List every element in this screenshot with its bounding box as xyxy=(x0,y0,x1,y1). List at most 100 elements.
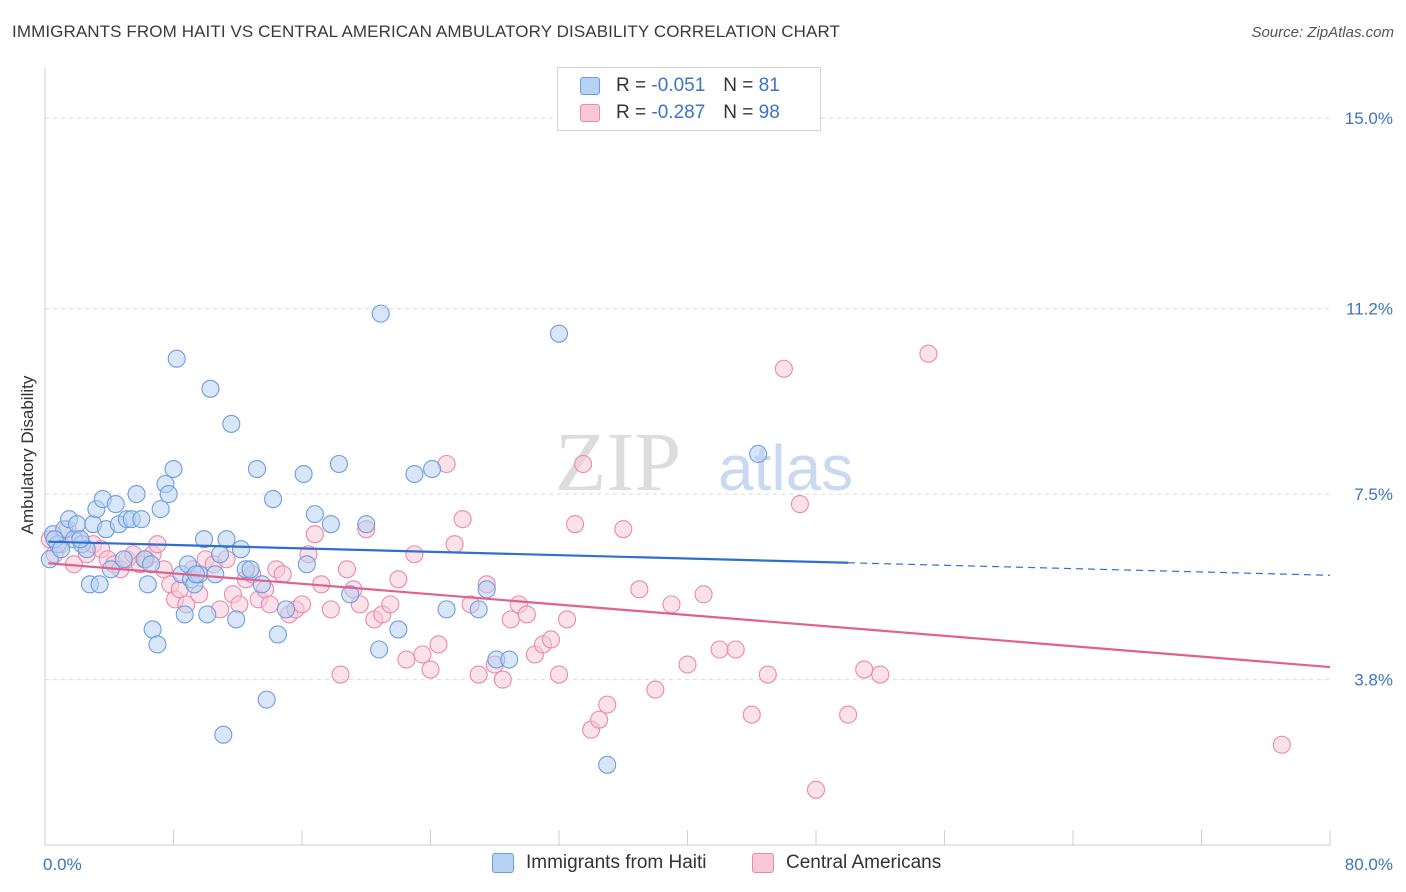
central-american-point xyxy=(331,665,350,684)
haiti-point xyxy=(132,510,151,529)
haiti-point xyxy=(389,620,408,639)
central-american-point xyxy=(429,635,448,654)
central-american-point xyxy=(758,665,777,684)
haiti-point xyxy=(214,725,233,744)
central-american-point xyxy=(590,710,609,729)
haiti-point xyxy=(341,585,360,604)
stats-row-haiti: R = -0.051 N = 81 xyxy=(580,74,780,98)
watermark-atlas: atlas xyxy=(718,432,853,504)
haiti-point xyxy=(148,635,167,654)
watermark-zip: ZIP xyxy=(555,416,681,509)
y-tick-label: 7.5% xyxy=(1354,485,1393,504)
watermark: ZIP atlas xyxy=(555,416,853,509)
haiti-point xyxy=(164,459,183,479)
legend-item-central[interactable]: Central Americans xyxy=(752,852,941,874)
axes xyxy=(44,68,1331,846)
central-american-point xyxy=(806,780,826,799)
n-value: 98 xyxy=(758,102,780,123)
haiti-point xyxy=(500,650,519,669)
haiti-point xyxy=(329,454,348,474)
haiti-point xyxy=(159,485,178,504)
central-american-point xyxy=(230,595,249,614)
haiti-point xyxy=(141,555,161,574)
central-american-point xyxy=(549,665,569,684)
haiti-point xyxy=(222,414,241,433)
central-american-point xyxy=(598,695,617,714)
haiti-point xyxy=(151,500,170,519)
central-american-point xyxy=(292,595,312,614)
central-american-point xyxy=(574,454,593,474)
central-american-point xyxy=(421,660,440,679)
central-american-point xyxy=(321,600,340,619)
central-american-point xyxy=(469,665,488,684)
haiti-point xyxy=(175,605,194,624)
legend-swatch-haiti xyxy=(580,77,600,95)
x-tick-label: 0.0% xyxy=(43,855,82,874)
haiti-point xyxy=(549,324,569,343)
legend-item-haiti[interactable]: Immigrants from Haiti xyxy=(492,852,707,874)
haiti-point xyxy=(71,530,90,549)
y-tick-label: 11.2% xyxy=(1346,300,1393,319)
legend-swatch-haiti xyxy=(492,853,514,873)
central-american-point xyxy=(493,670,512,689)
r-label: R = xyxy=(616,102,647,123)
legend-swatch-central xyxy=(580,104,600,122)
central-american-point xyxy=(678,655,697,674)
y-tick-label: 3.8% xyxy=(1354,671,1393,690)
legend-swatch-central xyxy=(752,853,774,873)
haiti-point xyxy=(437,600,456,619)
central-american-point xyxy=(919,344,938,363)
chart-title: IMMIGRANTS FROM HAITI VS CENTRAL AMERICA… xyxy=(12,22,841,41)
haiti-point xyxy=(231,540,251,559)
r-value: -0.051 xyxy=(651,75,706,96)
central-american-point xyxy=(726,640,745,659)
legend-label-central: Central Americans xyxy=(786,852,942,873)
haiti-point xyxy=(598,755,617,774)
central-american-trend-line xyxy=(48,562,1331,669)
haiti-point xyxy=(371,304,390,323)
central-american-point xyxy=(337,560,357,579)
haiti-point xyxy=(106,495,125,514)
central-american-point xyxy=(413,645,432,664)
haiti-point xyxy=(477,580,496,599)
central-american-point xyxy=(1272,735,1291,754)
haiti-point xyxy=(247,459,267,479)
central-american-point xyxy=(260,595,279,614)
central-american-point xyxy=(273,565,292,584)
haiti-point xyxy=(749,444,768,464)
haiti-point xyxy=(52,540,71,559)
legend-label-haiti: Immigrants from Haiti xyxy=(526,852,707,873)
haiti-point xyxy=(297,555,316,574)
haiti-point xyxy=(127,485,146,504)
central-american-point xyxy=(774,359,793,378)
haiti-point xyxy=(423,459,442,479)
haiti-point xyxy=(217,530,236,549)
central-american-point xyxy=(790,495,809,514)
stats-row-central: R = -0.287 N = 98 xyxy=(580,101,780,125)
central-american-point xyxy=(445,535,464,554)
central-american-point xyxy=(630,580,649,599)
central-american-point xyxy=(710,640,729,659)
central-american-point xyxy=(501,610,520,629)
haiti-point xyxy=(167,349,186,368)
central-american-point xyxy=(305,525,324,544)
source-label: Source: ZipAtlas.com xyxy=(1251,24,1394,41)
haiti-point xyxy=(257,690,276,709)
central-american-point xyxy=(566,515,585,534)
central-american-point xyxy=(662,595,681,614)
central-american-point xyxy=(389,570,408,589)
haiti-point xyxy=(211,545,230,564)
haiti-point xyxy=(227,610,246,629)
central-american-point xyxy=(614,520,633,539)
haiti-point xyxy=(90,575,109,594)
central-american-point xyxy=(742,705,761,724)
x-tick-label: 80.0% xyxy=(1345,855,1393,874)
haiti-trend-extension xyxy=(848,562,1331,576)
n-label: N = xyxy=(723,102,754,123)
central-american-point xyxy=(397,650,416,669)
haiti-point xyxy=(198,605,217,624)
haiti-point xyxy=(405,464,424,484)
haiti-point xyxy=(143,620,162,639)
stats-legend: R = -0.051 N = 81 R = -0.287 N = 98 xyxy=(557,67,821,131)
